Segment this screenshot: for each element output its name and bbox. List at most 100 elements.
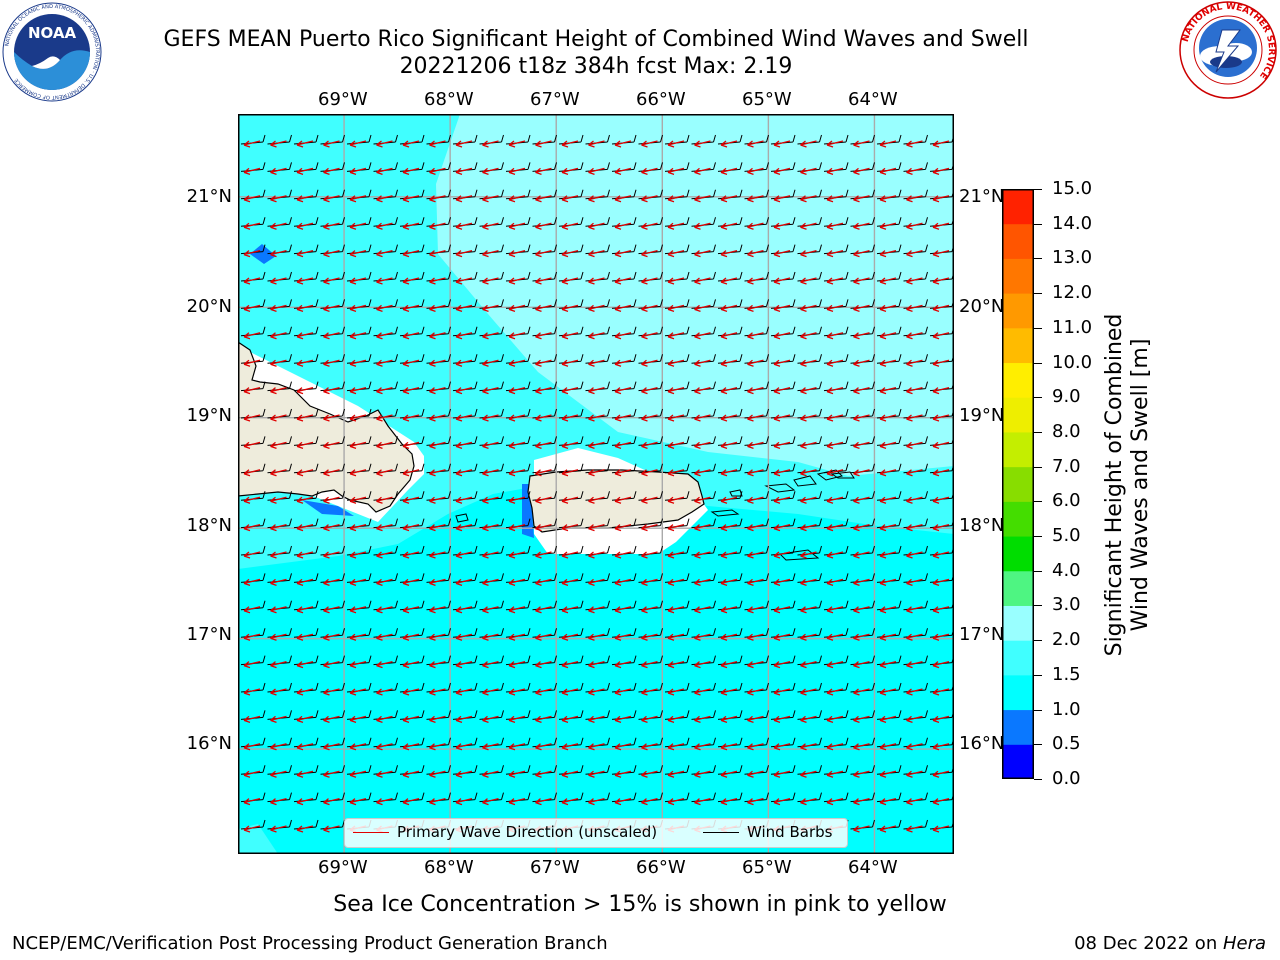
wave-direction-arrow <box>932 469 950 477</box>
wave-direction-arrow <box>429 277 446 285</box>
wave-direction-arrow <box>773 633 791 641</box>
wave-direction-arrow <box>853 633 870 641</box>
wave-direction-arrow <box>800 195 817 203</box>
wave-direction-arrow <box>773 304 791 313</box>
wave-direction-arrow <box>826 140 844 148</box>
lon-label-top: 66°W <box>636 89 686 110</box>
wave-direction-arrow <box>906 633 923 641</box>
wave-direction-arrow <box>800 222 817 230</box>
wave-direction-arrow <box>482 359 499 367</box>
wave-direction-arrow <box>773 797 791 806</box>
lat-label-left: 21°N <box>186 186 232 207</box>
wave-direction-arrow <box>641 167 658 176</box>
wave-direction-arrow <box>879 249 897 258</box>
wave-direction-arrow <box>720 496 738 504</box>
wave-direction-arrow <box>667 222 685 230</box>
wave-direction-arrow <box>853 359 870 367</box>
wave-direction-arrow <box>323 660 340 669</box>
wave-direction-arrow <box>932 249 950 258</box>
wave-direction-arrow <box>932 386 950 395</box>
wave-direction-arrow <box>773 414 791 422</box>
wave-direction-arrow <box>429 523 446 532</box>
wave-direction-arrow <box>376 414 393 422</box>
wave-direction-arrow <box>906 660 923 669</box>
wave-direction-arrow <box>667 688 685 696</box>
wave-direction-arrow <box>402 140 420 148</box>
wave-direction-arrow <box>720 249 738 258</box>
wave-direction-arrow <box>588 195 605 203</box>
wave-direction-arrow <box>561 414 579 422</box>
wave-direction-arrow <box>349 140 367 148</box>
wave-direction-arrow <box>323 414 340 422</box>
wave-direction-arrow <box>614 770 632 778</box>
wave-direction-arrow <box>270 797 287 806</box>
wave-direction-arrow <box>376 578 393 587</box>
wave-direction-arrow <box>376 551 393 559</box>
wave-direction-arrow <box>667 633 685 641</box>
wave-direction-arrow <box>508 441 526 450</box>
wave-direction-arrow <box>694 414 711 422</box>
wave-direction-arrow <box>323 222 340 230</box>
wave-direction-arrow <box>853 551 870 559</box>
wave-direction-arrow <box>800 633 817 641</box>
wave-direction-arrow <box>667 195 685 203</box>
wave-direction-arrow <box>349 222 367 230</box>
wave-direction-arrow <box>482 441 499 450</box>
wave-direction-arrow <box>376 797 393 806</box>
wave-direction-arrow <box>455 469 473 477</box>
wave-direction-arrow <box>349 441 367 450</box>
wave-direction-arrow <box>508 414 526 422</box>
wave-direction-arrow <box>376 359 393 367</box>
wave-direction-arrow <box>826 551 844 559</box>
wave-direction-arrow <box>535 441 552 450</box>
wave-direction-arrow <box>349 469 367 477</box>
wave-direction-arrow <box>800 551 817 559</box>
wave-direction-arrow <box>243 332 261 340</box>
wave-direction-arrow <box>243 249 261 258</box>
wave-direction-arrow <box>376 304 393 313</box>
wave-direction-arrow <box>853 688 870 696</box>
wave-direction-arrow <box>667 660 685 669</box>
wave-direction-arrow <box>323 469 340 477</box>
wave-direction-arrow <box>906 195 923 203</box>
wave-direction-arrow <box>429 195 446 203</box>
wave-direction-arrow <box>694 441 711 450</box>
wave-direction-arrow <box>243 523 261 532</box>
wave-direction-arrow <box>879 715 897 724</box>
wave-direction-arrow <box>535 195 552 203</box>
wave-direction-arrow <box>747 414 764 422</box>
wave-direction-arrow <box>535 140 552 148</box>
wave-direction-arrow <box>720 441 738 450</box>
wave-direction-arrow <box>853 304 870 313</box>
wave-direction-arrow <box>932 825 950 833</box>
wave-direction-arrow <box>323 743 340 751</box>
wave-direction-arrow <box>906 797 923 806</box>
wave-direction-arrow <box>800 770 817 778</box>
colorbar-tick-mark <box>1034 189 1042 190</box>
wave-direction-arrow <box>588 606 605 614</box>
wave-direction-arrow <box>694 660 711 669</box>
wave-direction-arrow <box>747 441 764 450</box>
colorbar-tick-label: 3.0 <box>1052 594 1081 616</box>
wave-direction-arrow <box>455 441 473 450</box>
colorbar-tick-mark <box>1034 431 1042 433</box>
wave-direction-arrow <box>376 469 393 477</box>
wave-direction-arrow <box>376 277 393 285</box>
wave-direction-arrow <box>588 249 605 258</box>
wave-direction-arrow <box>376 441 393 450</box>
wave-direction-arrow <box>641 359 658 367</box>
wave-direction-arrow <box>535 304 552 313</box>
wave-direction-arrow <box>323 167 340 176</box>
nws-logo: NATIONAL WEATHER SERVICE <box>1179 1 1277 99</box>
wave-direction-arrow <box>402 304 420 313</box>
wave-direction-arrow <box>482 523 499 532</box>
wave-direction-arrow <box>588 688 605 696</box>
wave-direction-arrow <box>482 496 499 504</box>
wave-direction-arrow <box>270 414 287 422</box>
wave-direction-arrow <box>800 359 817 367</box>
wave-direction-arrow <box>455 140 473 148</box>
legend-label: Wind Barbs <box>747 823 833 841</box>
wave-direction-arrow <box>349 633 367 641</box>
wave-direction-arrow <box>349 304 367 313</box>
wave-direction-arrow <box>270 249 287 258</box>
